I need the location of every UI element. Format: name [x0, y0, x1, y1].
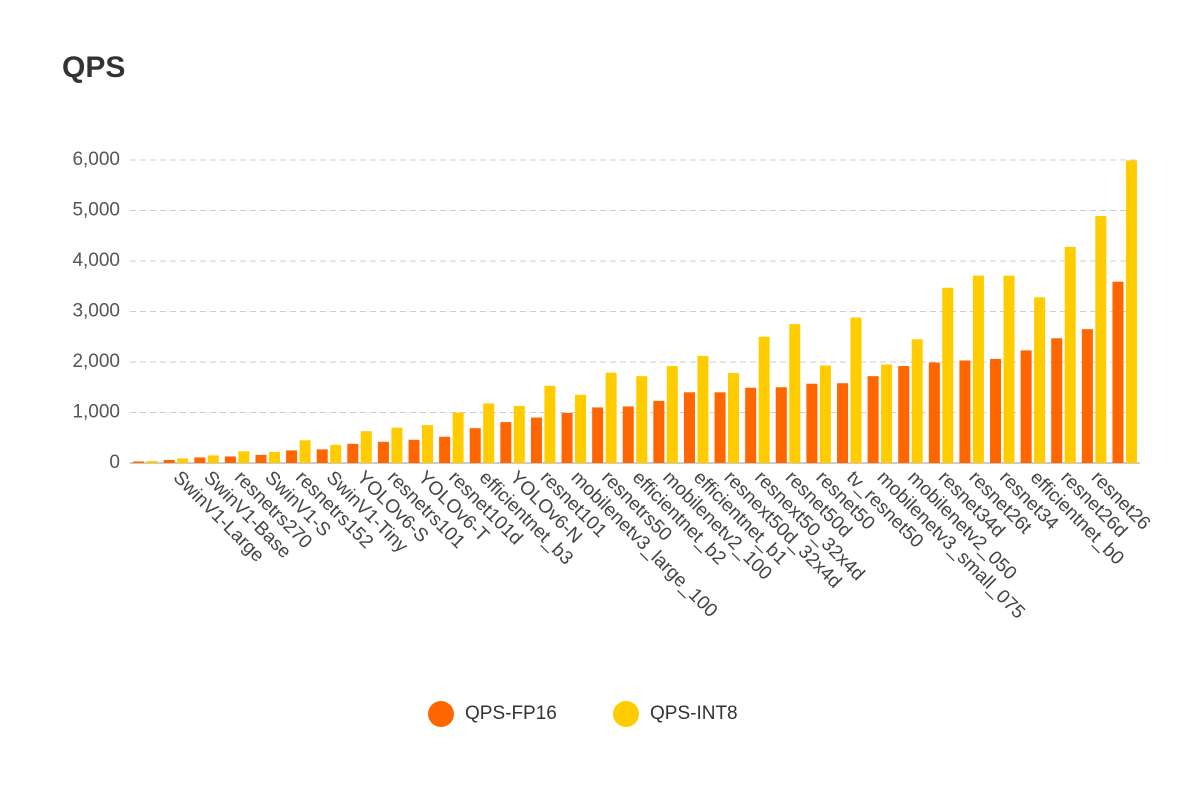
- bar: [421, 425, 433, 463]
- bar: [653, 400, 665, 463]
- bar: [360, 431, 372, 463]
- y-tick-label: 3,000: [72, 301, 120, 322]
- bar: [177, 458, 189, 463]
- bar: [898, 366, 910, 463]
- bar: [837, 383, 849, 463]
- bar: [789, 324, 801, 463]
- bar: [1112, 281, 1124, 463]
- bar: [1034, 297, 1046, 463]
- bar: [1051, 338, 1063, 463]
- bar: [758, 336, 770, 463]
- legend-marker: [613, 701, 639, 727]
- bar: [146, 460, 158, 463]
- legend-marker: [428, 701, 454, 727]
- bar: [500, 422, 512, 463]
- bar: [163, 459, 175, 463]
- bar: [207, 455, 219, 463]
- bar: [255, 454, 267, 463]
- bar: [683, 392, 695, 463]
- bar: [972, 275, 984, 463]
- bar: [330, 444, 342, 463]
- bar: [806, 383, 818, 463]
- bar: [745, 387, 757, 463]
- bar: [636, 376, 648, 463]
- bar: [819, 365, 831, 463]
- bar: [881, 364, 893, 463]
- y-tick-label: 0: [109, 452, 120, 473]
- bar: [469, 428, 481, 463]
- bar: [575, 394, 587, 463]
- bar: [513, 405, 525, 463]
- bar: [268, 451, 280, 463]
- bar: [605, 372, 617, 463]
- bar: [1003, 275, 1015, 463]
- bar: [728, 373, 740, 463]
- bar: [666, 366, 678, 463]
- bar: [238, 451, 250, 463]
- bar: [347, 443, 359, 463]
- bar: [622, 406, 634, 463]
- legend-label: QPS-FP16: [465, 703, 557, 724]
- bar: [133, 461, 145, 463]
- bar: [1081, 329, 1093, 463]
- bar: [316, 449, 328, 463]
- bar: [697, 355, 709, 463]
- bar: [452, 412, 464, 463]
- y-tick-label: 4,000: [72, 250, 120, 271]
- bar: [942, 287, 954, 463]
- bar: [544, 385, 556, 463]
- bar: [194, 457, 206, 463]
- y-tick-label: 6,000: [72, 149, 120, 170]
- bar: [1020, 350, 1032, 463]
- bar: [850, 317, 862, 463]
- bar: [1095, 216, 1107, 463]
- bar: [990, 358, 1002, 463]
- bar: [483, 403, 495, 463]
- bar: [928, 362, 940, 463]
- bar: [714, 392, 726, 463]
- bar: [561, 413, 573, 463]
- bar: [286, 450, 298, 463]
- bar: [439, 436, 451, 463]
- legend-label: QPS-INT8: [650, 703, 738, 724]
- y-tick-label: 2,000: [72, 351, 120, 372]
- bar: [530, 417, 542, 463]
- bar: [592, 407, 604, 463]
- bar: [775, 387, 787, 463]
- bar: [408, 439, 420, 463]
- y-tick-label: 1,000: [72, 402, 120, 423]
- bar: [959, 360, 971, 463]
- chart-title: QPS: [62, 51, 125, 84]
- bar: [867, 376, 879, 463]
- bar: [299, 440, 311, 463]
- bar: [1125, 160, 1137, 463]
- bar: [911, 339, 923, 463]
- bar: [377, 441, 389, 463]
- bar: [1064, 246, 1076, 463]
- y-tick-label: 5,000: [72, 200, 120, 221]
- bar: [224, 456, 236, 463]
- bar: [391, 427, 403, 463]
